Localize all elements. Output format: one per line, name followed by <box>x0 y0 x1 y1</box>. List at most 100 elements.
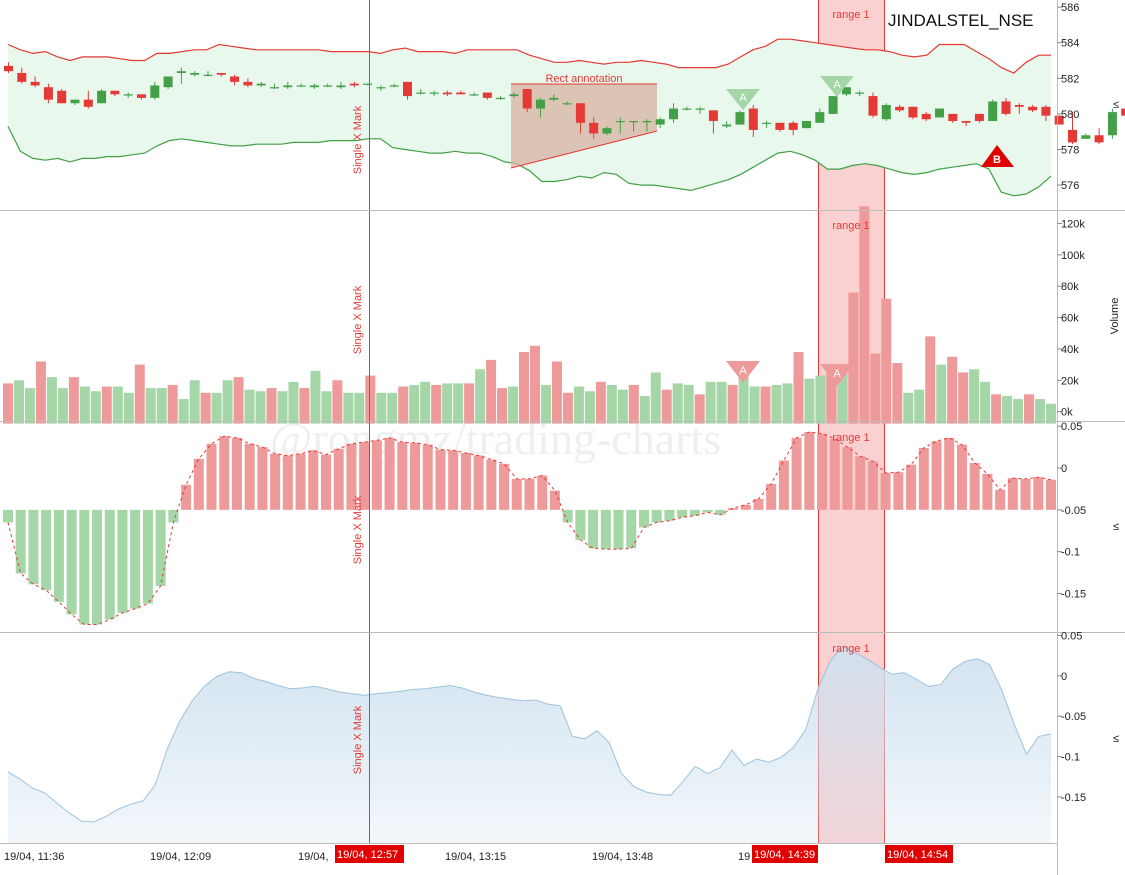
volume-bar <box>277 391 288 424</box>
volume-bar <box>90 391 101 424</box>
volume-bar <box>101 386 112 424</box>
signal-axis-label: 0.05 <box>1061 630 1082 642</box>
volume-bar <box>255 391 266 424</box>
candle <box>70 99 80 104</box>
symbol-title: JINDALSTEL_NSE <box>888 11 1034 30</box>
candle <box>536 99 545 109</box>
candle <box>815 112 825 123</box>
volume-bar <box>486 359 497 424</box>
histogram-bar <box>638 509 649 528</box>
candle <box>629 121 639 123</box>
volume-bar <box>848 292 859 424</box>
volume-bar <box>958 372 969 424</box>
candle <box>788 122 798 130</box>
price-axis-label: 586 <box>1061 2 1079 14</box>
histogram-line <box>7 431 1052 625</box>
time-axis-label: 19/04, 13:48 <box>592 851 653 863</box>
volume-axis-label: 100k <box>1061 250 1085 262</box>
volume-bar <box>79 386 90 424</box>
volume-bar <box>365 375 376 424</box>
volume-bar <box>519 352 530 424</box>
time-highlight-badge <box>335 845 404 863</box>
candle <box>150 85 160 98</box>
histogram-bar <box>575 509 586 540</box>
time-highlight-badge <box>752 845 818 863</box>
signal-axis-label: 0 <box>1061 671 1067 683</box>
histogram-bar <box>15 509 26 574</box>
volume-bar <box>310 370 321 424</box>
time-highlight-label: 19/04, 12:57 <box>337 849 398 861</box>
volume-bar <box>617 389 628 424</box>
volume-bar <box>903 392 914 424</box>
candle <box>1014 105 1024 107</box>
histogram-bar <box>66 509 77 615</box>
histogram-bar <box>371 440 382 510</box>
volume-bar <box>332 380 343 424</box>
candle <box>1041 106 1051 116</box>
histogram-bar <box>257 447 268 510</box>
time-axis-label: 19/04, 11:36 <box>4 851 64 863</box>
signal-axis-label: -0.1 <box>1061 752 1080 764</box>
histogram-bar <box>829 438 840 510</box>
volume-bar <box>376 392 387 424</box>
marker-a-label: A <box>739 92 747 104</box>
rect-annotation-bottom <box>510 130 658 169</box>
histogram-bar <box>728 508 739 510</box>
range-label: range 1 <box>832 643 869 655</box>
candle <box>1054 115 1064 125</box>
candle <box>403 81 412 97</box>
time-axis-label: 19/04, 13:15 <box>445 851 506 863</box>
histogram-bar <box>219 436 230 510</box>
volume-bar <box>57 388 68 424</box>
time-axis-label: 19/04, <box>298 851 329 863</box>
volume-axis-label: 40k <box>1061 344 1079 356</box>
histogram-bar <box>537 475 548 510</box>
volume-bar <box>925 336 936 424</box>
volume-bar <box>661 389 672 424</box>
candle <box>336 85 346 88</box>
candle <box>708 110 718 122</box>
candle <box>363 83 373 85</box>
signal-axis-label: -0.05 <box>1061 711 1086 723</box>
volume-bar <box>211 392 222 424</box>
volume-bar <box>716 381 727 424</box>
marker-a-icon <box>726 89 760 110</box>
histogram-bar <box>142 509 153 604</box>
histogram-bar <box>715 509 726 515</box>
volume-axis-label: 120k <box>1061 219 1085 231</box>
volume-bar <box>398 386 409 424</box>
histogram-bar <box>282 455 293 510</box>
volume-bar <box>134 364 145 424</box>
candle <box>4 65 13 72</box>
candle <box>429 92 439 94</box>
histogram-bar <box>880 473 891 510</box>
candle <box>948 113 958 122</box>
histogram-bar <box>855 456 866 510</box>
candle <box>1094 135 1104 143</box>
histogram-bar <box>969 462 980 510</box>
single-x-mark-label: Single X Mark <box>352 705 364 774</box>
upper-band-line <box>7 38 1051 74</box>
histogram-bar <box>410 442 421 510</box>
histogram-bar <box>562 509 573 523</box>
candle <box>881 105 891 120</box>
histogram-axis-label: -0.05 <box>1061 505 1086 517</box>
marker-a-label: A <box>739 365 747 377</box>
volume-bar <box>1002 395 1013 424</box>
histogram-bar <box>511 478 522 510</box>
volume-bar <box>705 381 716 424</box>
volume-bar <box>299 388 310 424</box>
histogram-bar <box>804 432 815 510</box>
histogram-bar <box>842 447 853 510</box>
volume-bar <box>442 383 453 424</box>
volume-bar <box>189 380 200 424</box>
candle <box>775 122 785 130</box>
histogram-bar <box>766 483 777 510</box>
range-label: range 1 <box>832 220 869 232</box>
histogram-bar <box>1033 477 1044 510</box>
histogram-bar <box>130 509 141 609</box>
volume-bar <box>595 381 606 424</box>
volume-bar <box>288 381 299 424</box>
